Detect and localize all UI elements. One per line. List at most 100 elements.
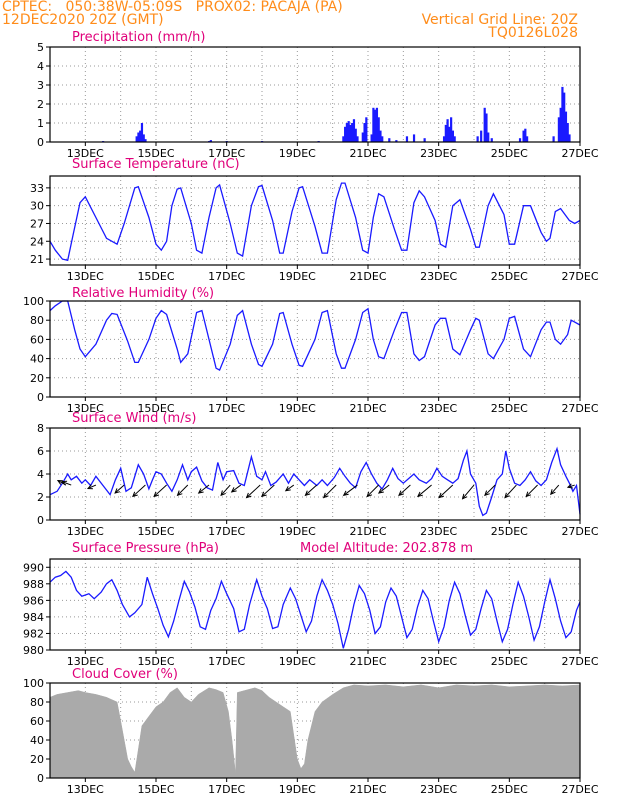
- precip-bar: [381, 136, 384, 142]
- y-tick-label: 982: [23, 627, 44, 640]
- wind-arrow-head: [245, 492, 252, 499]
- x-tick-label: 25DEC: [491, 783, 528, 796]
- x-tick-label: 19DEC: [279, 402, 316, 415]
- wind-arrow: [343, 484, 358, 496]
- panel-title: Precipitation (mm/h): [72, 30, 205, 45]
- precip-bar: [568, 134, 571, 142]
- wind-arrow-head: [284, 486, 291, 492]
- precip-bar: [365, 117, 368, 142]
- panel-frame: [49, 46, 581, 143]
- panel-title: Relative Humidity (%): [72, 286, 214, 301]
- x-tick-label: 15DEC: [137, 783, 174, 796]
- series-line: [49, 570, 581, 649]
- precip-bar: [388, 138, 391, 142]
- y-tick-label: 6: [37, 445, 44, 458]
- wind-arrow: [567, 484, 575, 488]
- precip-bar: [142, 134, 145, 142]
- panel-title: Surface Wind (m/s): [72, 411, 196, 426]
- precip-bar: [363, 123, 366, 142]
- precip-bar: [552, 136, 555, 142]
- wind-arrow: [220, 484, 231, 496]
- precip-bar: [356, 136, 359, 142]
- y-tick-label: 24: [30, 235, 44, 248]
- precip-bar: [347, 121, 350, 142]
- series-line: [49, 182, 581, 262]
- wind-arrow: [177, 484, 189, 496]
- y-tick-label: 4: [37, 468, 44, 481]
- precip-bar: [476, 136, 479, 142]
- wind-arrow-head: [525, 491, 532, 498]
- precip-bar: [370, 134, 373, 142]
- wind-arrow-head: [566, 483, 573, 489]
- x-tick-label: 13DEC: [67, 525, 104, 538]
- x-tick-label: 27DEC: [561, 402, 598, 415]
- x-tick-label: 25DEC: [491, 270, 528, 283]
- wind-arrow-head: [461, 493, 468, 500]
- precip-bar: [559, 107, 562, 142]
- panel-frame: [49, 427, 581, 521]
- wind-arrow-head: [61, 480, 68, 486]
- wind-arrow: [114, 484, 125, 494]
- x-tick-label: 21DEC: [349, 270, 386, 283]
- precip-bar: [354, 128, 357, 142]
- precip-bar: [209, 140, 212, 142]
- y-tick-label: 8: [37, 422, 44, 435]
- y-tick-label: 3: [37, 79, 44, 92]
- y-tick-label: 40: [30, 734, 44, 747]
- precip-bar: [522, 130, 525, 142]
- series-line: [49, 446, 581, 517]
- wind-arrow: [438, 484, 454, 498]
- y-tick-label: 80: [30, 314, 44, 327]
- x-tick-label: 17DEC: [208, 147, 245, 160]
- header-code: TQ0126L028: [488, 25, 578, 41]
- wind-arrow-head: [377, 488, 384, 494]
- panel-title: Surface Temperature (nC): [72, 157, 240, 172]
- model-altitude-label: Model Altitude: 202.878 m: [300, 541, 473, 556]
- precip-bar: [444, 124, 447, 142]
- y-tick-label: 2: [37, 98, 44, 111]
- precip-bar: [450, 117, 453, 142]
- header-grid-note: Vertical Grid Line: 20Z: [421, 12, 578, 28]
- precip-bar: [561, 86, 564, 142]
- y-tick-label: 80: [30, 696, 44, 709]
- wind-arrow: [285, 484, 295, 492]
- precip-bar: [377, 117, 380, 142]
- x-tick-label: 25DEC: [491, 655, 528, 668]
- wind-arrow-head: [438, 492, 445, 499]
- wind-arrow-head: [342, 490, 349, 497]
- wind-arrow-head: [220, 490, 226, 497]
- precip-bar: [423, 138, 426, 142]
- precip-bar: [374, 109, 377, 142]
- series-line: [49, 300, 581, 372]
- precip-bar: [480, 130, 483, 142]
- precip-bar: [446, 119, 449, 142]
- y-tick-label: 0: [37, 514, 44, 527]
- y-tick-label: 100: [23, 295, 44, 308]
- wind-arrow: [398, 484, 411, 496]
- wind-arrow: [550, 484, 560, 495]
- wind-arrow-head: [366, 491, 373, 498]
- wind-arrow-head: [417, 491, 423, 498]
- wind-arrow: [153, 484, 167, 497]
- x-tick-label: 19DEC: [279, 783, 316, 796]
- wind-arrow: [231, 484, 242, 493]
- x-tick-label: 19DEC: [279, 147, 316, 160]
- x-tick-label: 21DEC: [349, 655, 386, 668]
- precip-bar: [483, 107, 486, 142]
- x-tick-label: 25DEC: [491, 525, 528, 538]
- x-tick-label: 27DEC: [561, 655, 598, 668]
- precip-bar: [485, 113, 488, 142]
- wind-arrow: [61, 481, 72, 486]
- wind-arrow-head: [176, 490, 183, 497]
- x-tick-label: 27DEC: [561, 783, 598, 796]
- y-tick-label: 60: [30, 715, 44, 728]
- precip-bar: [412, 134, 416, 142]
- wind-arrow-head: [550, 489, 556, 496]
- x-tick-label: 21DEC: [349, 147, 386, 160]
- x-tick-label: 15DEC: [137, 525, 174, 538]
- precip-bar: [395, 140, 398, 142]
- precip-bar: [379, 130, 382, 142]
- x-tick-label: 17DEC: [208, 783, 245, 796]
- precip-bar: [518, 138, 522, 142]
- precip-bar: [557, 117, 560, 142]
